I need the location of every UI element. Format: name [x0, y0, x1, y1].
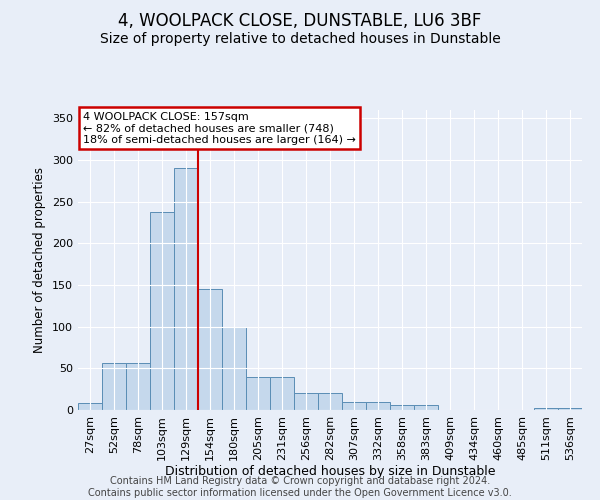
- Bar: [270, 376, 294, 410]
- Bar: [102, 362, 126, 410]
- Bar: [174, 168, 198, 410]
- Bar: [318, 392, 342, 410]
- Bar: [342, 402, 366, 410]
- Bar: [294, 392, 318, 410]
- Bar: [126, 362, 150, 410]
- Bar: [198, 289, 222, 410]
- Text: 4 WOOLPACK CLOSE: 157sqm
← 82% of detached houses are smaller (748)
18% of semi-: 4 WOOLPACK CLOSE: 157sqm ← 82% of detach…: [83, 112, 356, 144]
- Bar: [366, 402, 390, 410]
- Bar: [414, 405, 438, 410]
- Text: Contains HM Land Registry data © Crown copyright and database right 2024.
Contai: Contains HM Land Registry data © Crown c…: [88, 476, 512, 498]
- Bar: [78, 404, 102, 410]
- Bar: [222, 326, 246, 410]
- Bar: [534, 408, 558, 410]
- Bar: [558, 408, 582, 410]
- Text: Size of property relative to detached houses in Dunstable: Size of property relative to detached ho…: [100, 32, 500, 46]
- Bar: [390, 405, 414, 410]
- Text: 4, WOOLPACK CLOSE, DUNSTABLE, LU6 3BF: 4, WOOLPACK CLOSE, DUNSTABLE, LU6 3BF: [118, 12, 482, 30]
- Bar: [246, 376, 270, 410]
- Y-axis label: Number of detached properties: Number of detached properties: [34, 167, 46, 353]
- Text: Distribution of detached houses by size in Dunstable: Distribution of detached houses by size …: [165, 464, 495, 477]
- Bar: [150, 212, 174, 410]
